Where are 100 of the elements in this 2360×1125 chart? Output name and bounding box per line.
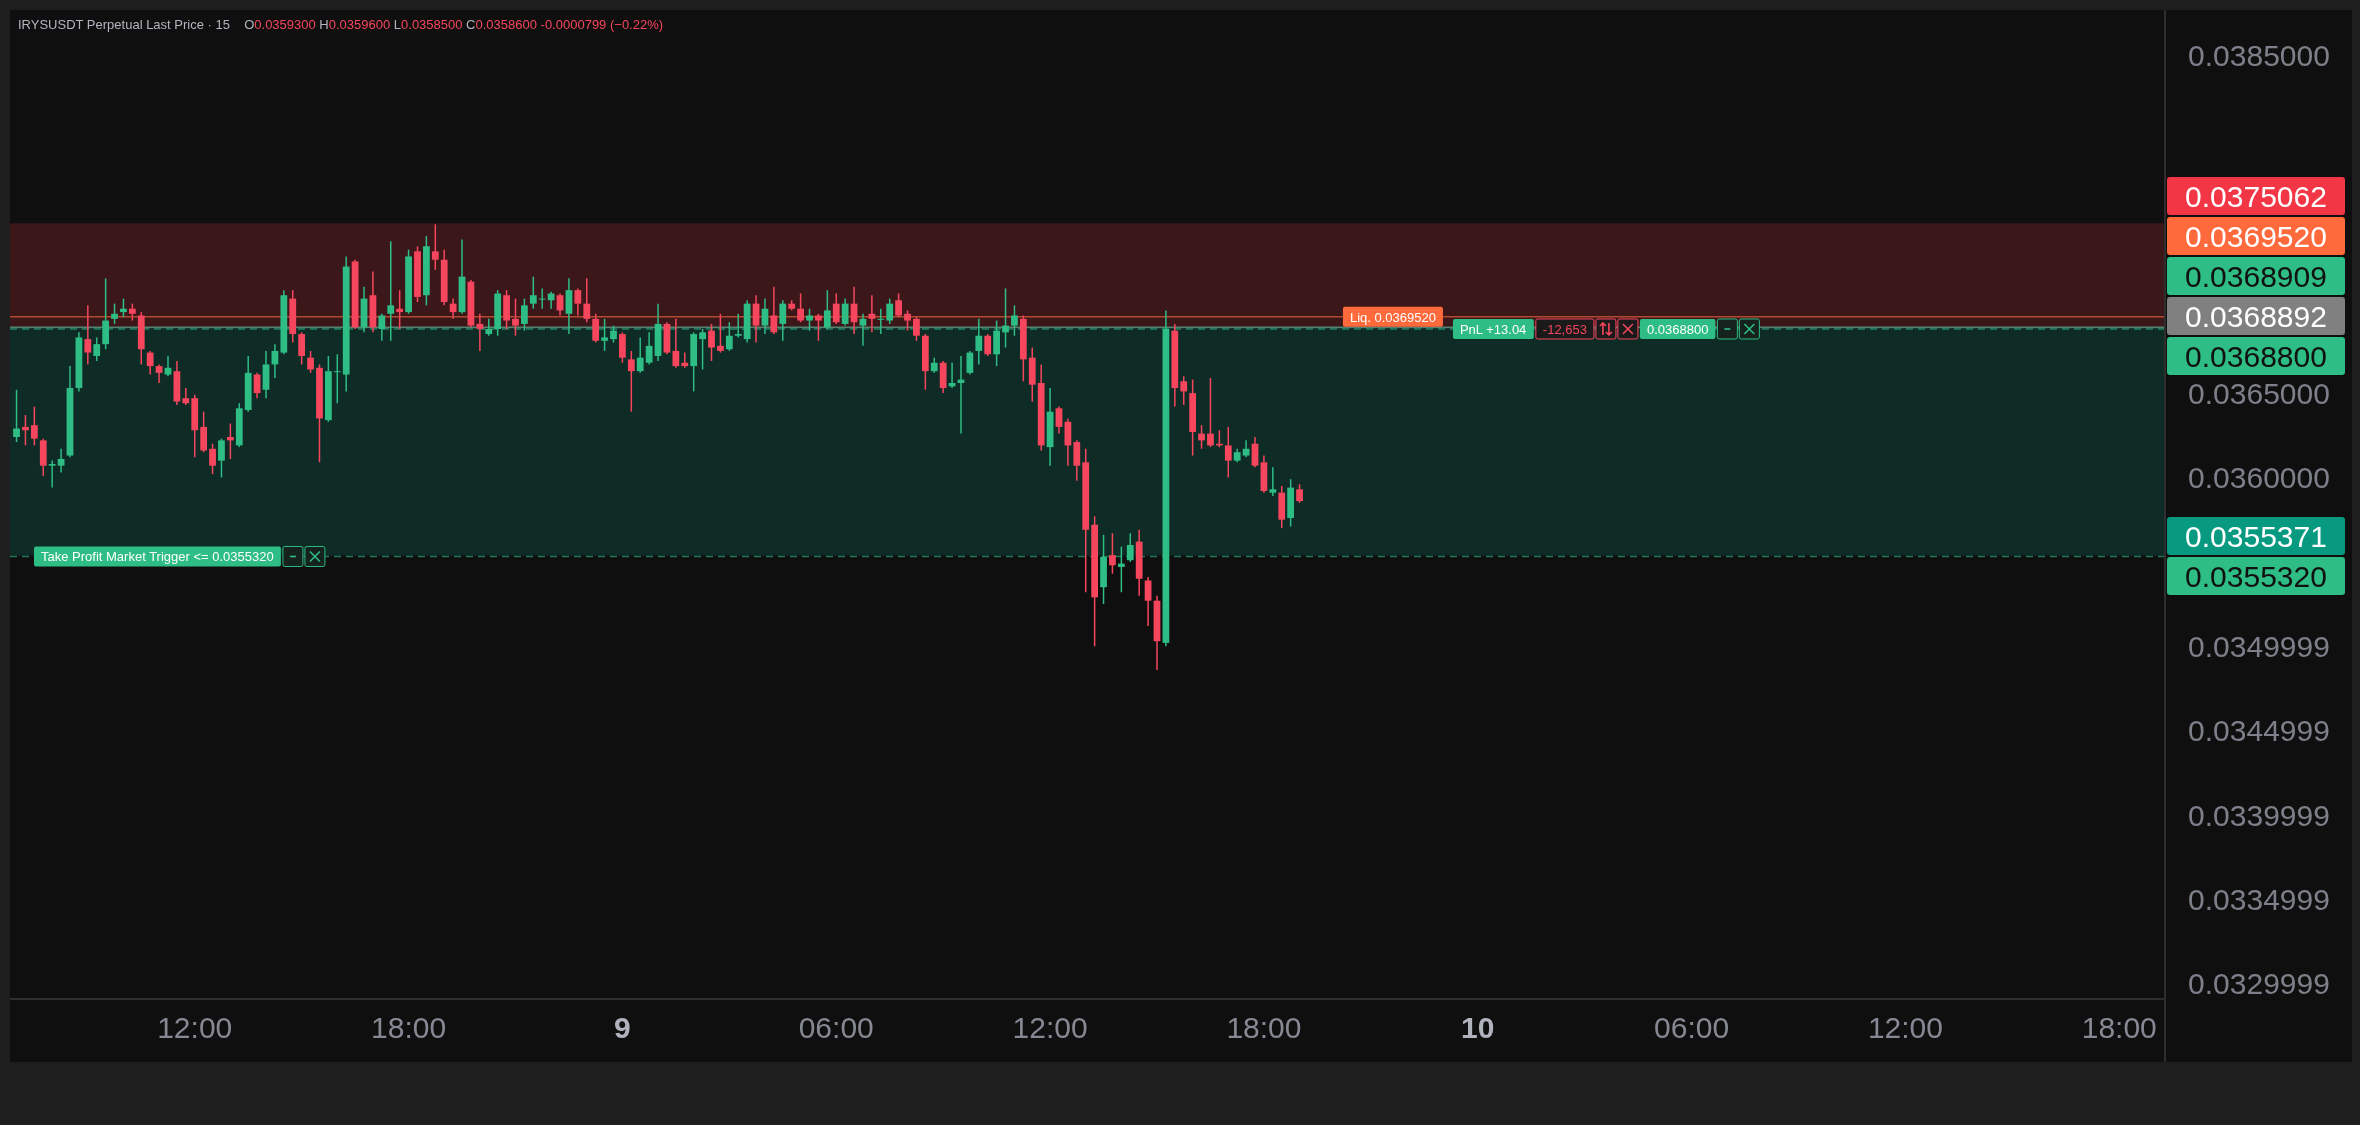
candlestick — [877, 307, 885, 335]
candlestick — [565, 277, 573, 335]
candlestick — [619, 331, 626, 364]
candlestick — [111, 302, 118, 325]
candlestick — [30, 405, 38, 447]
candlestick — [218, 437, 225, 479]
candlestick — [681, 351, 689, 369]
candlestick — [1002, 287, 1009, 349]
candlestick — [164, 355, 172, 377]
candlestick — [1207, 377, 1214, 448]
candlestick — [102, 277, 110, 350]
y-tick-label: 0.0349999 — [2188, 629, 2330, 663]
candlestick — [975, 318, 983, 366]
candlestick — [797, 292, 804, 323]
candlestick — [627, 350, 635, 413]
candlestick — [333, 353, 341, 404]
annotation: Liq. 0.0369520 — [1349, 309, 1436, 325]
candlestick — [1198, 424, 1205, 450]
candlestick — [155, 363, 163, 384]
candlestick — [48, 459, 56, 489]
annotation: 0.0368800 — [1646, 321, 1709, 337]
candlestick — [512, 297, 519, 337]
candlestick — [1011, 304, 1018, 337]
candlestick — [832, 292, 840, 325]
band-label: 0.0375062 — [2185, 179, 2327, 213]
candlestick — [396, 289, 404, 330]
text: IRYSUSDT Perpetual Last Price · 15 — [18, 16, 230, 32]
candlestick — [476, 313, 484, 352]
candlestick — [708, 323, 715, 362]
x-tick-label: 06:00 — [1654, 1010, 1730, 1044]
annotation: Take Profit Market Trigger <= 0.0355320 — [41, 548, 274, 564]
candlestick — [1296, 483, 1303, 504]
x-tick-label: 12:00 — [1867, 1010, 1943, 1044]
candlestick — [592, 313, 600, 344]
candlestick — [1117, 545, 1125, 594]
y-tick-label: 0.0344999 — [2188, 714, 2330, 748]
y-tick-label: 0.0334999 — [2188, 882, 2330, 916]
candlestick — [823, 289, 831, 330]
candlestick — [209, 442, 216, 475]
candlestick — [672, 318, 680, 369]
candlestick — [645, 331, 653, 366]
candlestick — [93, 336, 101, 362]
candlestick — [583, 277, 591, 323]
candlestick — [200, 410, 208, 453]
x-tick-label: 10 — [1461, 1010, 1495, 1044]
candlestick — [1144, 576, 1152, 627]
candlestick — [859, 313, 867, 347]
x-tick-label: 18:00 — [371, 1010, 447, 1044]
candlestick — [699, 328, 706, 371]
candlestick — [904, 309, 911, 332]
candlestick — [57, 448, 65, 474]
y-tick-label: 0.0360000 — [2188, 461, 2330, 494]
candlestick — [449, 297, 457, 320]
candlestick — [431, 223, 439, 271]
band-label: 0.0355371 — [2185, 519, 2327, 553]
candlestick — [298, 331, 306, 366]
candlestick — [13, 388, 20, 443]
candlestick — [1055, 405, 1063, 435]
candlestick — [895, 292, 902, 318]
candlestick — [538, 287, 546, 310]
candlestick — [485, 318, 493, 337]
x-tick-label: 12:00 — [157, 1010, 233, 1044]
candlestick — [529, 275, 537, 310]
candlestick — [725, 321, 733, 352]
candlestick — [886, 297, 894, 325]
candlestick — [120, 297, 127, 318]
y-tick-label: 0.0365000 — [2188, 376, 2330, 410]
candlestick — [1180, 375, 1188, 406]
candlestick — [1224, 426, 1232, 479]
candlestick — [1126, 532, 1134, 563]
candlestick — [1109, 532, 1116, 575]
candlestick — [734, 313, 742, 339]
x-tick-label: 18:00 — [1226, 1010, 1302, 1044]
candlestick — [226, 422, 234, 460]
ref-line-label: 0.0368800 — [2185, 339, 2327, 373]
candlestick — [22, 414, 29, 447]
candlestick — [993, 319, 1001, 367]
x-tick-label: 9 — [614, 1010, 631, 1044]
candlestick — [378, 313, 386, 342]
candlestick — [717, 313, 724, 354]
x-tick-label: 12:00 — [1012, 1010, 1088, 1044]
candlestick — [601, 318, 608, 352]
ref-line-label: 0.0355320 — [2185, 559, 2327, 593]
ref-line-label: 0.0369520 — [2185, 219, 2327, 253]
text: O0.0359300 H0.0359600 L0.0358500 C0.0358600 -0.0000799 (−0.22%) — [244, 16, 664, 32]
candlestick — [146, 350, 154, 376]
ref-line-label: 0.0368909 — [2185, 259, 2327, 293]
annotation: -12,653 — [1542, 321, 1587, 337]
candlestick — [307, 350, 314, 374]
candlestick — [779, 299, 787, 342]
annotation: PnL +13.04 — [1459, 321, 1527, 337]
candlestick — [868, 294, 876, 334]
y-tick-label: 0.0385000 — [2188, 39, 2330, 73]
candlestick — [521, 297, 528, 332]
candlestick — [574, 287, 582, 317]
candlestick — [913, 316, 920, 342]
candlestick — [984, 333, 992, 357]
candlestick — [182, 387, 190, 406]
candlestick — [84, 304, 92, 366]
candlestick — [387, 240, 395, 342]
